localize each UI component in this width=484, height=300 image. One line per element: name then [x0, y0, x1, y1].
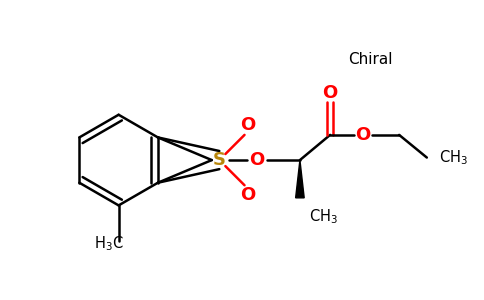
Text: CH$_3$: CH$_3$ [439, 148, 469, 167]
Polygon shape [296, 160, 304, 198]
Text: O: O [241, 186, 256, 204]
Text: O: O [249, 151, 265, 169]
Text: H$_3$C: H$_3$C [94, 234, 124, 253]
Text: CH$_3$: CH$_3$ [309, 207, 338, 226]
Text: Chiral: Chiral [348, 52, 393, 67]
Text: O: O [241, 116, 256, 134]
Text: O: O [322, 84, 338, 102]
Text: O: O [355, 126, 370, 144]
Text: S: S [213, 151, 226, 169]
